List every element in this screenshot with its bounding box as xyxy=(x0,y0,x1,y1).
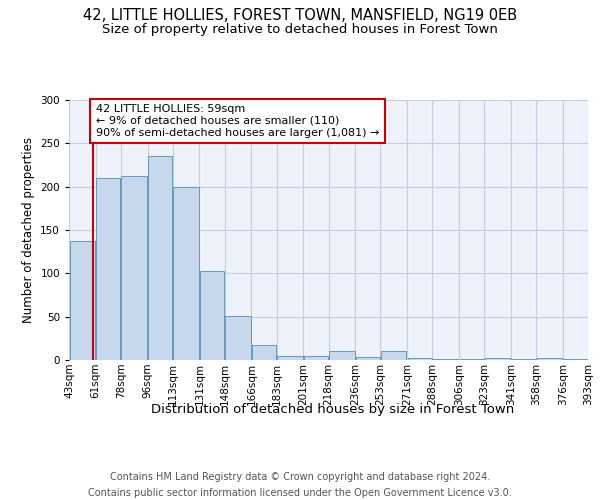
Bar xyxy=(563,359,587,360)
Text: Distribution of detached houses by size in Forest Town: Distribution of detached houses by size … xyxy=(151,402,515,415)
Bar xyxy=(460,359,484,360)
Bar xyxy=(200,270,224,360)
Text: Contains public sector information licensed under the Open Government Licence v3: Contains public sector information licen… xyxy=(88,488,512,498)
Text: Contains HM Land Registry data © Crown copyright and database right 2024.: Contains HM Land Registry data © Crown c… xyxy=(110,472,490,482)
Bar xyxy=(121,176,147,360)
Bar xyxy=(277,356,302,360)
Y-axis label: Number of detached properties: Number of detached properties xyxy=(22,137,35,323)
Bar xyxy=(70,242,95,360)
Bar xyxy=(173,186,199,360)
Bar xyxy=(96,178,121,360)
Bar xyxy=(381,352,406,360)
Bar xyxy=(511,359,536,360)
Bar xyxy=(433,359,458,360)
Bar xyxy=(485,358,510,360)
Bar xyxy=(329,352,355,360)
Text: 42 LITTLE HOLLIES: 59sqm
← 9% of detached houses are smaller (110)
90% of semi-d: 42 LITTLE HOLLIES: 59sqm ← 9% of detache… xyxy=(95,104,379,138)
Bar xyxy=(407,358,432,360)
Bar xyxy=(252,346,276,360)
Bar xyxy=(225,316,251,360)
Text: Size of property relative to detached houses in Forest Town: Size of property relative to detached ho… xyxy=(102,22,498,36)
Bar xyxy=(304,356,328,360)
Text: 42, LITTLE HOLLIES, FOREST TOWN, MANSFIELD, NG19 0EB: 42, LITTLE HOLLIES, FOREST TOWN, MANSFIE… xyxy=(83,8,517,22)
Bar xyxy=(536,358,562,360)
Bar xyxy=(356,358,380,360)
Bar xyxy=(148,156,172,360)
